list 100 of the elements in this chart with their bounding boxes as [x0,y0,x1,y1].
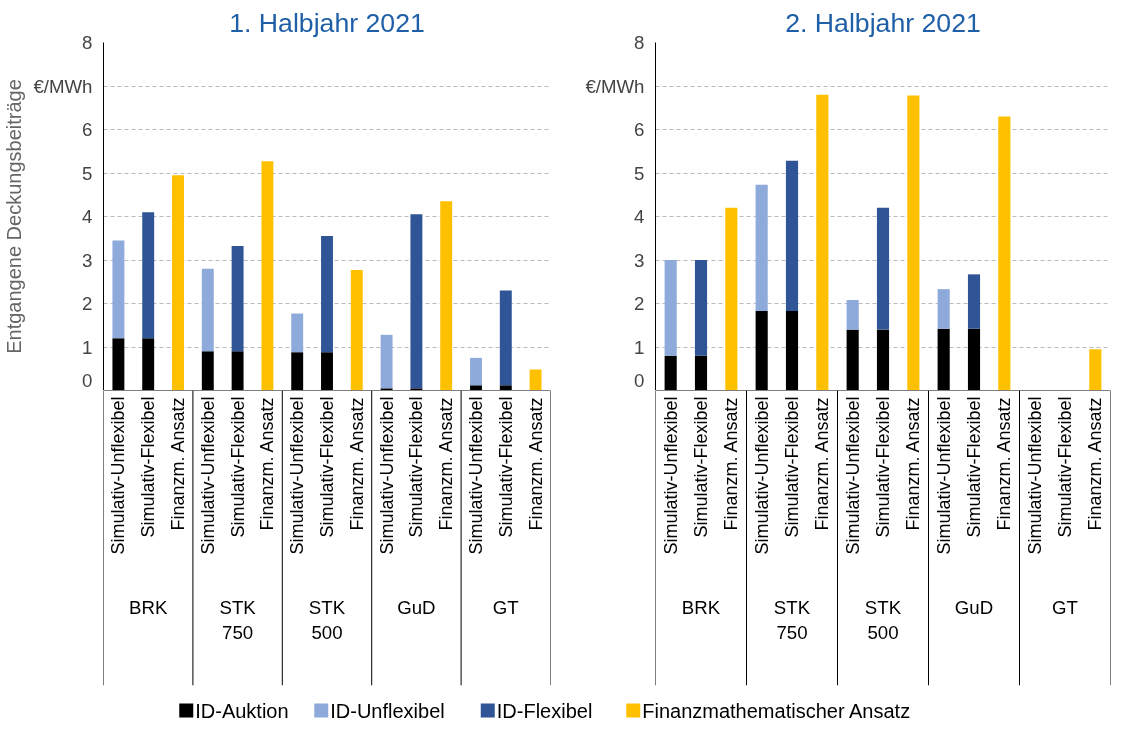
x-tick-label: Finanzm. Ansatz [257,397,278,531]
x-tick-label: Simulativ-Unflexibel [660,396,681,555]
text: BRK [129,597,168,618]
y-axis-title: Entgangene Deckungsbeiträge [3,79,26,354]
x-tick-label: Simulativ-Unflexibel [108,396,129,555]
text: GuD [954,597,994,618]
bar [321,236,333,353]
bar [846,300,859,330]
y-tick-label: €/MWh [585,75,645,97]
x-tick-label: Finanzm. Ansatz [903,397,924,531]
x-tick-label: Simulativ-Unflexibel [197,396,218,555]
bar [410,214,423,389]
bar [664,260,677,356]
chart-title: 2. Halbjahr 2021 [785,7,981,38]
bar [694,355,708,390]
y-tick-label: 5 [82,162,93,184]
x-tick-label: Simulativ-Unflexibel [1024,396,1045,555]
bar [1089,349,1102,390]
x-tick-label: Simulativ-Flexibel [406,396,427,538]
bar [785,310,799,390]
x-tick-label: Simulativ-Flexibel [782,396,802,538]
y-tick-label: €/MWh [33,75,93,97]
bar [937,328,950,390]
x-tick-label: Simulativ-Flexibel [964,396,984,538]
bar [291,352,304,390]
bar [201,351,214,390]
text: STK 500 [308,597,346,644]
bar [440,201,453,390]
legend-label: Finanzmathematischer Ansatz [642,699,911,722]
y-tick-label: 8 [82,32,93,53]
bar [112,338,125,390]
y-tick-label: 6 [634,119,645,140]
x-tick-label: Simulativ-Flexibel [227,396,248,538]
y-tick-label: 3 [634,249,645,271]
text: STK 500 [864,597,902,644]
x-tick-label: Simulativ-Unflexibel [376,396,397,555]
x-tick-label: Simulativ-Flexibel [138,396,159,538]
x-tick-label: Simulativ-Flexibel [873,396,893,538]
bar [142,212,155,339]
bar [876,207,890,330]
bar [876,329,890,390]
legend-label: ID-Unflexibel [330,699,445,722]
bar [231,246,244,352]
x-tick-label: Simulativ-Flexibel [1055,396,1075,538]
x-tick-label: Finanzm. Ansatz [168,397,188,531]
x-tick-label: Finanzm. Ansatz [812,397,833,531]
y-tick-label: 4 [634,206,645,227]
bar [967,274,981,329]
text: STK 750 [773,597,811,644]
x-tick-label: Finanzm. Ansatz [436,397,457,531]
text: GT [1052,597,1078,618]
text: GT [492,597,519,618]
bar [291,313,304,353]
y-tick-label: 6 [82,119,93,140]
y-tick-label: 8 [634,32,645,53]
bar [231,351,244,390]
bar [499,385,512,390]
bar [816,94,829,390]
bar [846,329,859,390]
bar [321,352,333,390]
x-tick-label: Simulativ-Unflexibel [287,396,308,555]
y-tick-label: 3 [82,249,93,271]
bar [350,270,363,390]
x-tick-label: Finanzm. Ansatz [994,397,1015,531]
y-tick-label: 5 [634,162,645,184]
x-tick-label: Simulativ-Unflexibel [466,396,486,555]
bar [694,260,708,356]
bar [142,338,155,390]
bar [725,207,738,390]
y-tick-label: 0 [634,369,645,391]
y-tick-label: 4 [82,206,93,227]
bar [755,310,768,390]
x-tick-label: Simulativ-Flexibel [691,396,711,538]
x-tick-label: Finanzm. Ansatz [1085,397,1106,531]
bar [664,355,677,390]
legend-label: ID-Flexibel [496,699,593,722]
bar [499,290,512,386]
bar [201,268,214,352]
text: STK 750 [219,597,257,644]
bar [112,240,125,339]
x-tick-label: Simulativ-Unflexibel [751,396,772,555]
x-tick-label: Simulativ-Unflexibel [842,396,863,555]
legend-label: ID-Auktion [195,699,289,722]
bar [470,385,482,390]
x-tick-label: Simulativ-Flexibel [317,396,337,538]
bar [907,95,920,390]
x-tick-label: Finanzm. Ansatz [525,397,546,531]
x-tick-label: Simulativ-Flexibel [495,396,516,538]
y-tick-label: 1 [82,336,93,358]
bar [967,328,981,390]
bar [998,116,1011,390]
bar [470,357,482,386]
x-tick-label: Simulativ-Unflexibel [933,396,954,555]
y-tick-label: 2 [634,293,645,314]
bar [261,161,274,390]
y-tick-label: 0 [82,369,93,391]
x-tick-label: Finanzm. Ansatz [346,397,367,531]
text: BRK [681,597,721,618]
bar [755,184,768,311]
bar [529,369,542,390]
